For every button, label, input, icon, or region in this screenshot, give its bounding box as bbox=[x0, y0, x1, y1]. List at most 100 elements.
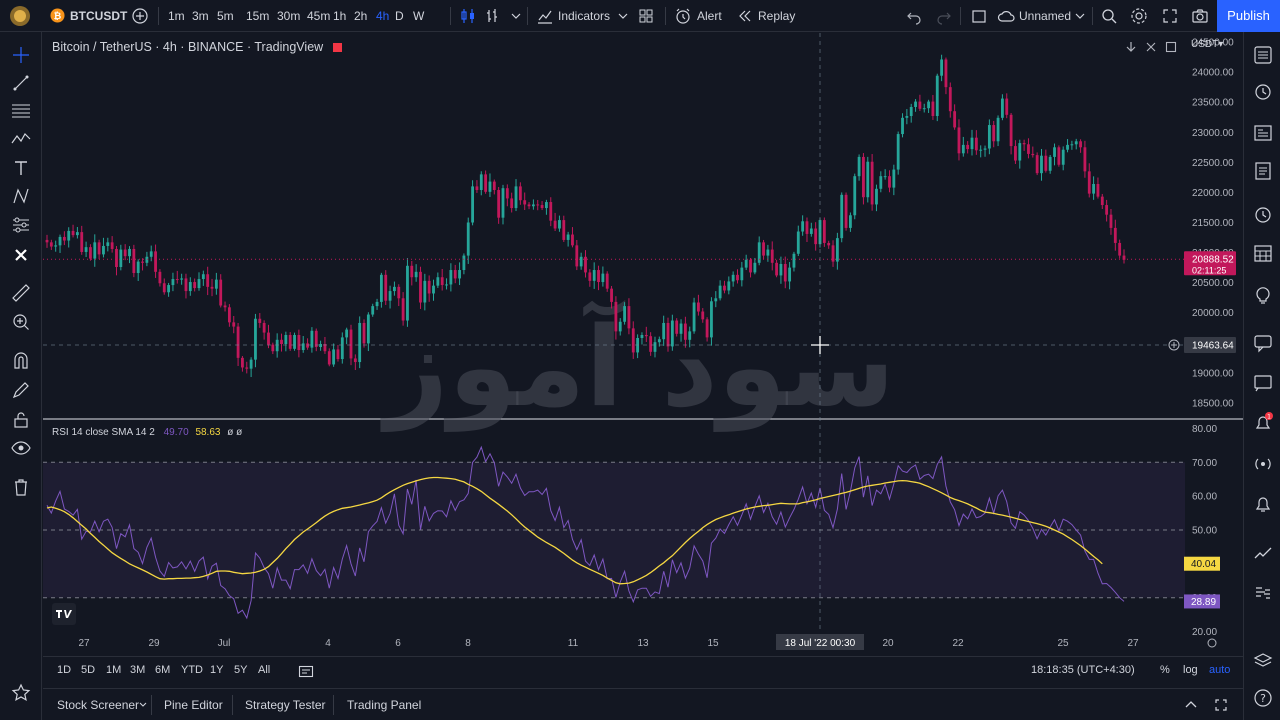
eye-icon[interactable] bbox=[10, 437, 32, 459]
auto-scale-toggle[interactable]: auto bbox=[1209, 664, 1231, 676]
camera-icon[interactable] bbox=[1190, 6, 1210, 26]
indicators-button[interactable]: Indicators bbox=[558, 9, 611, 23]
percent-scale-toggle[interactable]: % bbox=[1160, 664, 1170, 676]
timeframe-45m[interactable]: 45m bbox=[307, 9, 331, 23]
chevron-down-icon[interactable] bbox=[1070, 6, 1090, 26]
magnet-icon[interactable] bbox=[10, 350, 32, 372]
trash-icon[interactable] bbox=[10, 476, 32, 498]
lock-icon[interactable] bbox=[10, 409, 32, 431]
timeframe-5m[interactable]: 5m bbox=[217, 9, 234, 23]
maximize-panel-icon[interactable] bbox=[1213, 697, 1229, 713]
tradingview-logo[interactable] bbox=[52, 603, 76, 625]
bars-chart-type-icon[interactable] bbox=[482, 6, 502, 26]
currency-selector[interactable]: USDT▾ bbox=[1191, 39, 1224, 50]
user-avatar-icon[interactable] bbox=[9, 5, 31, 27]
range-5y[interactable]: 5Y bbox=[234, 664, 248, 676]
candle-body bbox=[688, 331, 692, 340]
alert-bell-icon[interactable] bbox=[1252, 493, 1274, 515]
chevron-down-icon[interactable] bbox=[138, 700, 148, 710]
pane-maximize-icon[interactable] bbox=[1164, 40, 1178, 54]
depth-of-market-icon[interactable] bbox=[1252, 582, 1274, 604]
calendar-grid-icon[interactable] bbox=[1252, 242, 1274, 264]
text-icon[interactable] bbox=[10, 157, 32, 179]
timezone-clock[interactable]: 18:18:35 (UTC+4:30) bbox=[1031, 664, 1135, 676]
range-1d[interactable]: 1D bbox=[57, 664, 72, 676]
symbol-search-button[interactable]: BTCUSDT bbox=[70, 9, 128, 23]
pane-down-arrow-icon[interactable] bbox=[1124, 40, 1138, 54]
price-tick-label: 19000.00 bbox=[1192, 368, 1234, 379]
pattern-icon[interactable] bbox=[10, 128, 32, 150]
timeframe-30m[interactable]: 30m bbox=[277, 9, 301, 23]
tab-stock-screener[interactable]: Stock Screener bbox=[57, 698, 140, 712]
search-icon[interactable] bbox=[1099, 6, 1119, 26]
indicators-icon[interactable] bbox=[535, 6, 555, 26]
fullscreen-square-icon[interactable] bbox=[969, 6, 989, 26]
zoom-in-icon[interactable] bbox=[10, 311, 32, 333]
crosshair-icon[interactable] bbox=[10, 44, 32, 66]
broadcast-icon[interactable] bbox=[1252, 453, 1274, 475]
timeframe-1m[interactable]: 1m bbox=[168, 9, 185, 23]
star-icon[interactable] bbox=[10, 682, 32, 704]
trading-chart-icon[interactable] bbox=[1252, 542, 1274, 564]
layers-icon[interactable] bbox=[1252, 650, 1274, 672]
timeframe-3m[interactable]: 3m bbox=[192, 9, 209, 23]
range-3m[interactable]: 3M bbox=[130, 664, 146, 676]
timeframe-W[interactable]: W bbox=[413, 9, 425, 23]
notifications-icon[interactable]: 1 bbox=[1252, 412, 1274, 434]
filter-lines-icon[interactable] bbox=[10, 214, 32, 236]
replay-rewind-icon[interactable] bbox=[735, 6, 755, 26]
timeframe-1h[interactable]: 1h bbox=[333, 9, 347, 23]
messages-icon[interactable] bbox=[1252, 372, 1274, 394]
range-ytd[interactable]: YTD bbox=[181, 664, 203, 676]
replay-button[interactable]: Replay bbox=[758, 9, 796, 23]
redo-icon[interactable] bbox=[934, 6, 954, 26]
alert-button[interactable]: Alert bbox=[697, 9, 722, 23]
history-icon[interactable] bbox=[1252, 204, 1274, 226]
tab-pine-editor[interactable]: Pine Editor bbox=[164, 698, 223, 712]
range-all[interactable]: All bbox=[258, 664, 271, 676]
tab-strategy-tester[interactable]: Strategy Tester bbox=[245, 698, 326, 712]
horizontal-lines-icon[interactable] bbox=[10, 100, 32, 122]
tab-trading-panel[interactable]: Trading Panel bbox=[347, 698, 422, 712]
compare-add-symbol-icon[interactable] bbox=[130, 6, 150, 26]
publish-button[interactable]: Publish bbox=[1217, 0, 1280, 32]
gear-icon[interactable] bbox=[1129, 6, 1149, 26]
fullscreen-icon[interactable] bbox=[1160, 6, 1180, 26]
chevron-up-icon[interactable] bbox=[1183, 697, 1199, 713]
alarm-clock-icon[interactable] bbox=[673, 6, 693, 26]
news-icon[interactable] bbox=[1252, 122, 1274, 144]
trend-line-icon[interactable] bbox=[10, 72, 32, 94]
log-scale-toggle[interactable]: log bbox=[1183, 664, 1198, 676]
chevron-down-icon[interactable] bbox=[506, 6, 526, 26]
timeframe-D[interactable]: D bbox=[395, 9, 404, 23]
range-6m[interactable]: 6M bbox=[155, 664, 171, 676]
nodes-icon[interactable] bbox=[10, 185, 32, 207]
layout-name-button[interactable]: Unnamed bbox=[1019, 9, 1072, 23]
goto-date-icon[interactable] bbox=[298, 664, 314, 678]
alerts-clock-icon[interactable] bbox=[1252, 80, 1274, 102]
pane-collapse-icon[interactable] bbox=[1144, 40, 1158, 54]
timeframe-15m[interactable]: 15m bbox=[246, 9, 270, 23]
candles-chart-type-icon[interactable] bbox=[458, 6, 478, 26]
templates-grid-icon[interactable] bbox=[636, 6, 656, 26]
timeframe-4h[interactable]: 4h bbox=[376, 9, 390, 23]
close-icon[interactable] bbox=[10, 244, 32, 266]
cloud-icon[interactable] bbox=[996, 6, 1016, 26]
notes-icon[interactable] bbox=[1252, 160, 1274, 182]
help-icon[interactable]: ? bbox=[1252, 687, 1274, 709]
candle bbox=[427, 275, 431, 302]
symbol-legend[interactable]: Bitcoin / TetherUS · 4h · BINANCE · Trad… bbox=[52, 40, 342, 54]
chevron-down-icon[interactable] bbox=[613, 6, 633, 26]
chat-icon[interactable] bbox=[1252, 332, 1274, 354]
range-5d[interactable]: 5D bbox=[81, 664, 96, 676]
ideas-lightbulb-icon[interactable] bbox=[1252, 284, 1274, 306]
watchlist-icon[interactable] bbox=[1252, 44, 1274, 66]
range-1m[interactable]: 1M bbox=[106, 664, 122, 676]
undo-icon[interactable] bbox=[904, 6, 924, 26]
ruler-icon[interactable] bbox=[10, 282, 32, 304]
rsi-legend[interactable]: RSI 14 close SMA 14 2 49.70 58.63 ø ø bbox=[52, 427, 242, 438]
timeframe-2h[interactable]: 2h bbox=[354, 9, 368, 23]
range-1y[interactable]: 1Y bbox=[210, 664, 224, 676]
pencil-lock-icon[interactable] bbox=[10, 379, 32, 401]
